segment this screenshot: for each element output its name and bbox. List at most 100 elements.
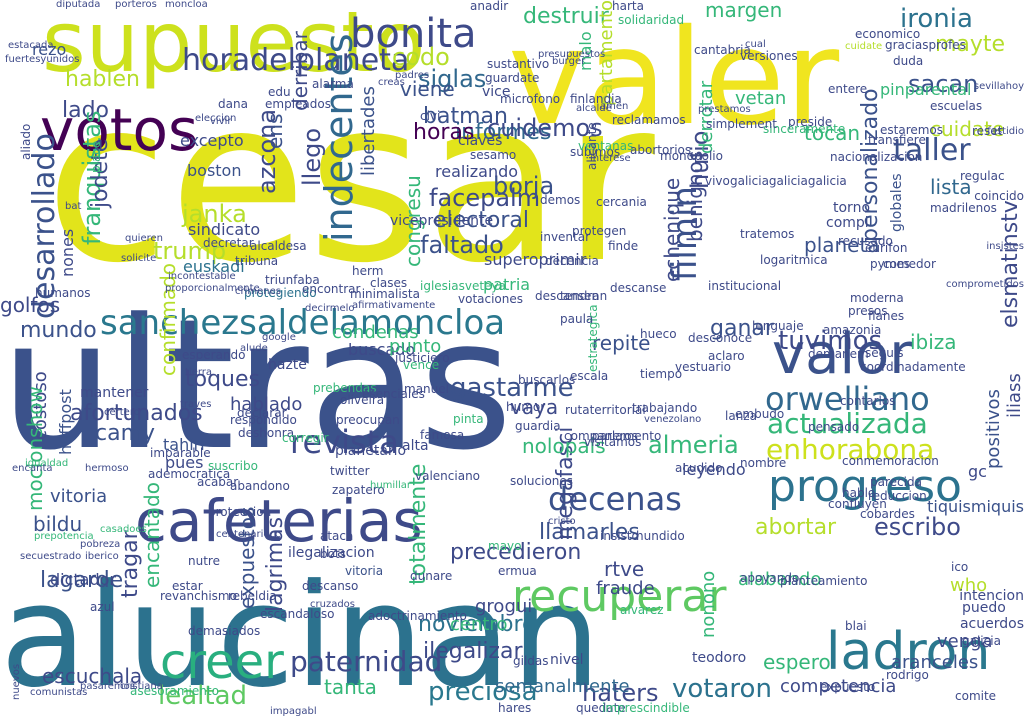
cloud-word: haters — [582, 678, 659, 707]
cloud-word: who — [950, 574, 988, 596]
cloud-word: sanchezsaldelamoncloa — [100, 302, 506, 343]
cloud-word: globales — [889, 173, 905, 232]
cloud-word: hazte — [268, 356, 307, 373]
cloud-word: excepto — [180, 131, 244, 151]
cloud-word: taller — [893, 133, 971, 168]
cloud-word: votaciones — [458, 292, 524, 307]
cloud-word: lealtad — [158, 681, 248, 712]
cloud-word: cuidate — [845, 41, 883, 52]
cloud-word: vice — [482, 83, 511, 100]
cloud-word: sinceramente — [763, 122, 846, 137]
cloud-word: ganar — [710, 316, 774, 342]
cloud-word: bildu — [33, 512, 83, 536]
cloud-word: pinta — [453, 412, 484, 427]
cloud-word: valor — [772, 322, 913, 388]
cloud-word: buscarlos — [518, 373, 576, 388]
cloud-word: superoprimir — [484, 250, 587, 270]
cloud-word: abortorios — [630, 143, 692, 158]
cloud-word: cafeterias — [135, 486, 423, 555]
cloud-word: solidaridad — [618, 13, 685, 28]
cloud-word: cristiana — [120, 681, 163, 692]
cloud-word: anadir — [470, 0, 509, 13]
cloud-word: encanta — [12, 463, 53, 474]
cloud-word: noviembre — [418, 612, 536, 638]
cloud-word: vicepresidente — [390, 212, 494, 229]
cloud-word: economico — [855, 27, 921, 42]
cloud-word: llego — [298, 127, 326, 186]
cloud-word: acudido — [675, 461, 723, 476]
cloud-word: oliveira — [340, 393, 385, 408]
cloud-word: preocupan — [336, 413, 400, 428]
cloud-word: reset — [972, 124, 1003, 139]
cloud-word: paula — [560, 312, 594, 327]
cloud-word: descanse — [610, 281, 667, 296]
cloud-word: escuchala — [42, 664, 143, 688]
cloud-word: finde — [608, 239, 639, 254]
cloud-word: vivir — [210, 116, 232, 127]
cloud-word: crimenes — [235, 286, 281, 297]
cloud-word: boston — [187, 161, 242, 181]
cloud-word: versiones — [740, 49, 798, 64]
cloud-word: esenciales — [362, 387, 425, 402]
cloud-word: tahiri — [163, 435, 205, 455]
cloud-word: expuesto — [820, 680, 876, 695]
cloud-word: dana — [218, 97, 248, 112]
cloud-word: descanso — [302, 579, 359, 594]
cloud-word: deshonra — [238, 426, 295, 441]
cloud-word: encantado — [140, 482, 164, 588]
cloud-word: tanta — [324, 675, 377, 699]
cloud-word: dictador — [50, 570, 116, 590]
cloud-word: inventar — [540, 230, 591, 245]
cloud-word: pensado — [808, 420, 860, 435]
cloud-word: embudo — [735, 407, 785, 422]
cloud-word: protegiendo — [244, 286, 317, 301]
cloud-word: hablen — [65, 67, 140, 93]
cloud-word: llamarles — [539, 520, 640, 546]
cloud-word: galiciagaliciagalicia — [730, 174, 847, 189]
cloud-word: vetan — [735, 87, 787, 109]
cloud-word: destruir — [523, 4, 609, 30]
cloud-word: conmemoracion — [842, 454, 939, 469]
cloud-word: cristo — [548, 516, 576, 527]
cloud-word: famosa — [420, 428, 465, 443]
cloud-word: minimalista — [350, 287, 420, 302]
cloud-word: ironia — [900, 4, 973, 35]
cloud-word: amen — [600, 101, 629, 112]
cloud-word: fraude — [596, 577, 655, 599]
cloud-word: repite — [592, 331, 651, 355]
cloud-word: casadoes — [100, 524, 147, 535]
cloud-word: competencia — [780, 675, 897, 697]
cloud-word: madrilenos — [930, 201, 997, 216]
cloud-word: rtve — [604, 557, 645, 581]
cloud-word: puedo — [962, 599, 1006, 616]
cloud-word: tratemos — [740, 227, 795, 242]
cloud-word: diputada — [56, 0, 101, 10]
cloud-word: ademocratica — [148, 467, 231, 482]
cloud-word: insistes — [986, 241, 1024, 252]
cloud-word: pinparental — [880, 80, 972, 100]
cloud-word: torno — [833, 199, 871, 216]
cloud-word: alcalde — [576, 103, 612, 114]
cloud-word: rodrigo — [886, 668, 929, 683]
cloud-word: proteccion — [208, 505, 272, 520]
cloud-word: enhorabona — [766, 432, 935, 466]
cloud-word: comprometidos — [946, 279, 1024, 290]
cloud-word: horadelplaneta — [182, 43, 410, 78]
cloud-word: alicante — [585, 122, 599, 171]
cloud-word: sevillahoy — [973, 81, 1024, 92]
cloud-word: simplement — [706, 117, 777, 132]
cloud-word: nonono — [698, 570, 719, 638]
cloud-word: afortunados — [70, 401, 203, 427]
cloud-word: igualdad — [25, 458, 69, 469]
cloud-word: comunistas — [30, 687, 88, 698]
cloud-word: cuidate — [930, 117, 1005, 141]
cloud-word: sustantivo — [487, 57, 550, 72]
cloud-word: proporcionalmente — [165, 283, 260, 294]
cloud-word: toques — [185, 367, 260, 393]
cloud-word: estar — [172, 579, 203, 594]
cloud-word: mantener — [80, 384, 149, 401]
cloud-word: nacionalizacion — [830, 150, 923, 165]
cloud-word: euskadi — [183, 257, 245, 277]
cloud-word: ataca — [320, 529, 354, 544]
cloud-word: cobardes — [860, 507, 915, 522]
